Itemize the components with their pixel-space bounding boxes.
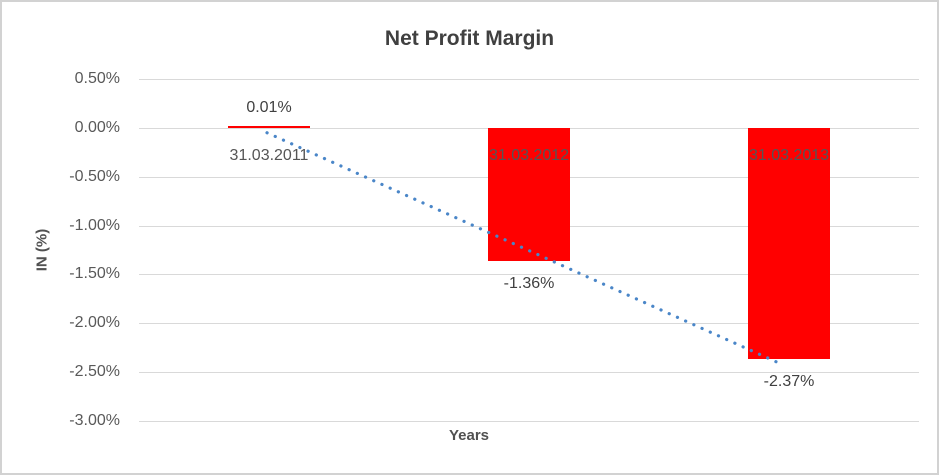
category-label: 31.03.2011 — [229, 146, 309, 164]
data-label: -1.36% — [503, 274, 555, 292]
category-label: 31.03.2013 — [748, 146, 830, 164]
y-axis-tick-label: -2.00% — [69, 314, 120, 332]
gridline — [139, 421, 919, 422]
x-axis-title: Years — [448, 427, 490, 444]
y-axis-tick-label: 0.00% — [74, 118, 120, 136]
data-label: -2.37% — [763, 373, 815, 391]
y-axis-tick-label: -1.00% — [69, 216, 120, 234]
y-axis-tick-label: -0.50% — [69, 167, 120, 185]
chart-title: Net Profit Margin — [384, 27, 555, 50]
category-label: 31.03.2012 — [488, 146, 570, 164]
y-axis-tick-label: -2.50% — [69, 363, 120, 381]
y-axis-tick-label: 0.50% — [74, 70, 120, 87]
data-label: 0.01% — [246, 98, 292, 116]
y-axis-tick-label: -3.00% — [69, 412, 120, 429]
gridline — [139, 372, 919, 374]
gridline — [139, 79, 919, 80]
y-axis-tick-label: -1.50% — [69, 265, 120, 283]
bar-31.03.2011 — [228, 125, 310, 128]
